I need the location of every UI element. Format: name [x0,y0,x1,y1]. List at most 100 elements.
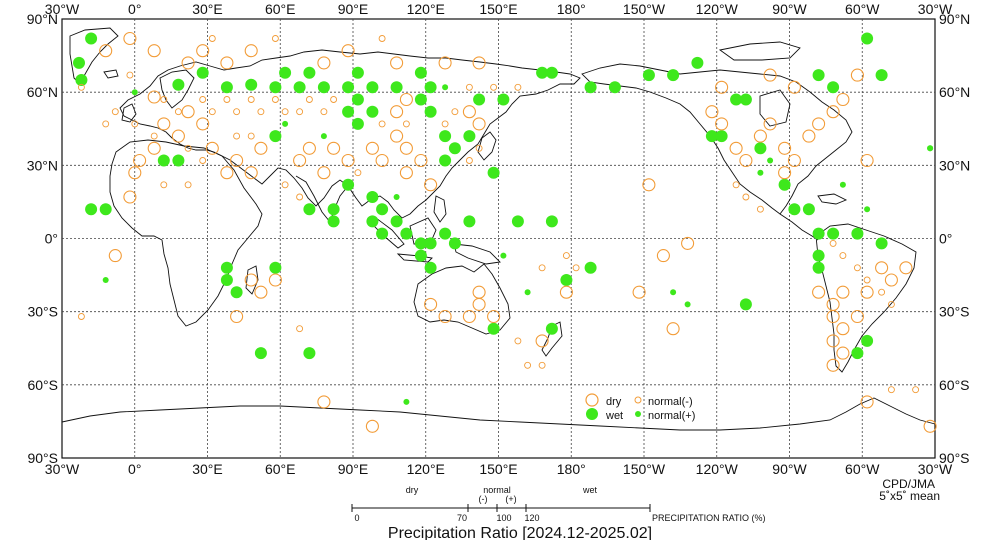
precip-point-dry [826,309,840,324]
lon-label-top: 30°W [45,1,80,17]
scale-tick-label-100: 100 [496,513,511,523]
lon-label-bottom: 30°W [918,461,953,477]
precip-point-dry [753,129,767,143]
precip-point-dry [181,105,195,119]
precip-point-dry [462,105,476,119]
precip-point-dry [715,117,729,131]
lat-label-left: 30°N [27,157,58,173]
scale-title: PRECIPITATION RATIO (%) [652,513,766,523]
legend-dry-label: dry [606,396,622,408]
precip-point-nplus [684,301,691,308]
precip-point-nminus [490,83,498,91]
scale-tick-label-0: 0 [354,513,359,523]
precip-point-wet [545,66,558,79]
precip-point-wet [463,130,476,143]
precip-point-nplus [839,181,846,188]
precip-point-dry [860,153,874,168]
precip-point-dry [715,80,729,94]
precip-point-wet [414,249,427,262]
precip-point-dry [390,105,404,119]
precip-point-wet [75,74,88,86]
precip-point-dry [763,68,777,82]
legend-normal-minus-symbol [634,396,642,404]
precip-point-wet [861,334,874,347]
precip-point-nminus [878,288,886,296]
precip-point-nminus [223,96,231,103]
precip-point-nplus [927,145,934,152]
precip-point-wet [376,227,389,240]
precip-point-nminus [514,83,522,91]
precip-point-wet [424,237,437,250]
precip-point-dry [317,56,331,70]
precip-point-nplus [102,277,109,283]
axis-labels: 30°W 0° 30°E 60°E 90°E 120°E 150°E 180° 150°W 120… [27,1,971,477]
precip-point-dry [836,322,850,336]
precip-point-nplus [131,89,138,96]
lat-label-left: 60°S [27,377,58,393]
precip-point-wet [424,261,437,274]
precip-point-nminus [562,252,570,260]
precip-point-dry [230,153,244,168]
precip-point-dry [424,178,438,192]
precip-point-dry [133,153,147,168]
precip-point-wet [778,178,791,191]
lon-label-top: 90°E [338,1,369,17]
precip-point-dry [826,105,840,119]
precip-point-nminus [538,264,546,272]
precip-point-wet [691,56,704,69]
precip-point-nminus [378,120,386,128]
precip-point-nminus [330,96,338,103]
precip-point-nplus [393,194,400,200]
precip-point-dry [729,141,743,155]
precip-point-nminus [257,108,265,116]
precip-point-wet [390,81,403,94]
precip-point-dry [302,141,316,155]
precip-point-nminus [451,108,459,116]
precip-point-nminus [465,157,473,164]
precip-point-dry [875,261,889,275]
precip-point-dry [705,105,719,119]
precip-point-nminus [402,120,410,128]
legend-wet-label: wet [605,410,623,422]
precip-point-dry [254,285,268,299]
lon-label-top: 120°W [696,1,739,17]
precip-point-wet [545,322,558,335]
precip-point-nminus [756,205,764,213]
coast-caribbean [817,193,848,205]
coast-iceland [103,69,119,79]
precip-point-nminus [354,169,362,177]
precip-point-wet [667,69,680,82]
precip-point-dry [850,309,864,324]
precip-point-wet [254,347,267,360]
precip-point-nminus [320,108,328,116]
precip-point-nminus [742,193,750,201]
lon-label-top: 30°E [192,1,223,17]
precip-point-wet [99,203,112,216]
precip-point-nminus [150,132,158,140]
precip-point-wet [705,130,718,143]
precip-point-nminus [247,132,255,140]
precip-point-dry [268,273,282,287]
precip-point-wet [487,322,500,335]
scale-tick-label-120: 120 [524,513,539,523]
precip-point-wet [366,191,379,203]
precip-point-dry [244,273,258,287]
precip-point-dry [472,285,486,299]
scale-plus-label: (+) [505,494,516,504]
precip-point-nminus [281,108,289,116]
lon-label-bottom: 150°E [479,461,517,477]
precip-point-wet [157,154,170,167]
precip-point-wet [196,66,209,79]
precip-point-nminus [524,361,532,369]
precip-point-wet [269,130,282,143]
precip-point-nminus [475,144,483,152]
precip-point-wet [473,93,486,106]
precip-point-dry [365,419,379,433]
lon-label-top: 0° [128,1,141,17]
precip-point-nminus [853,264,861,272]
precip-point-wet [448,237,461,250]
precip-point-wet [812,227,825,240]
lon-label-bottom: 60°W [845,461,880,477]
precip-point-wet [424,81,437,94]
